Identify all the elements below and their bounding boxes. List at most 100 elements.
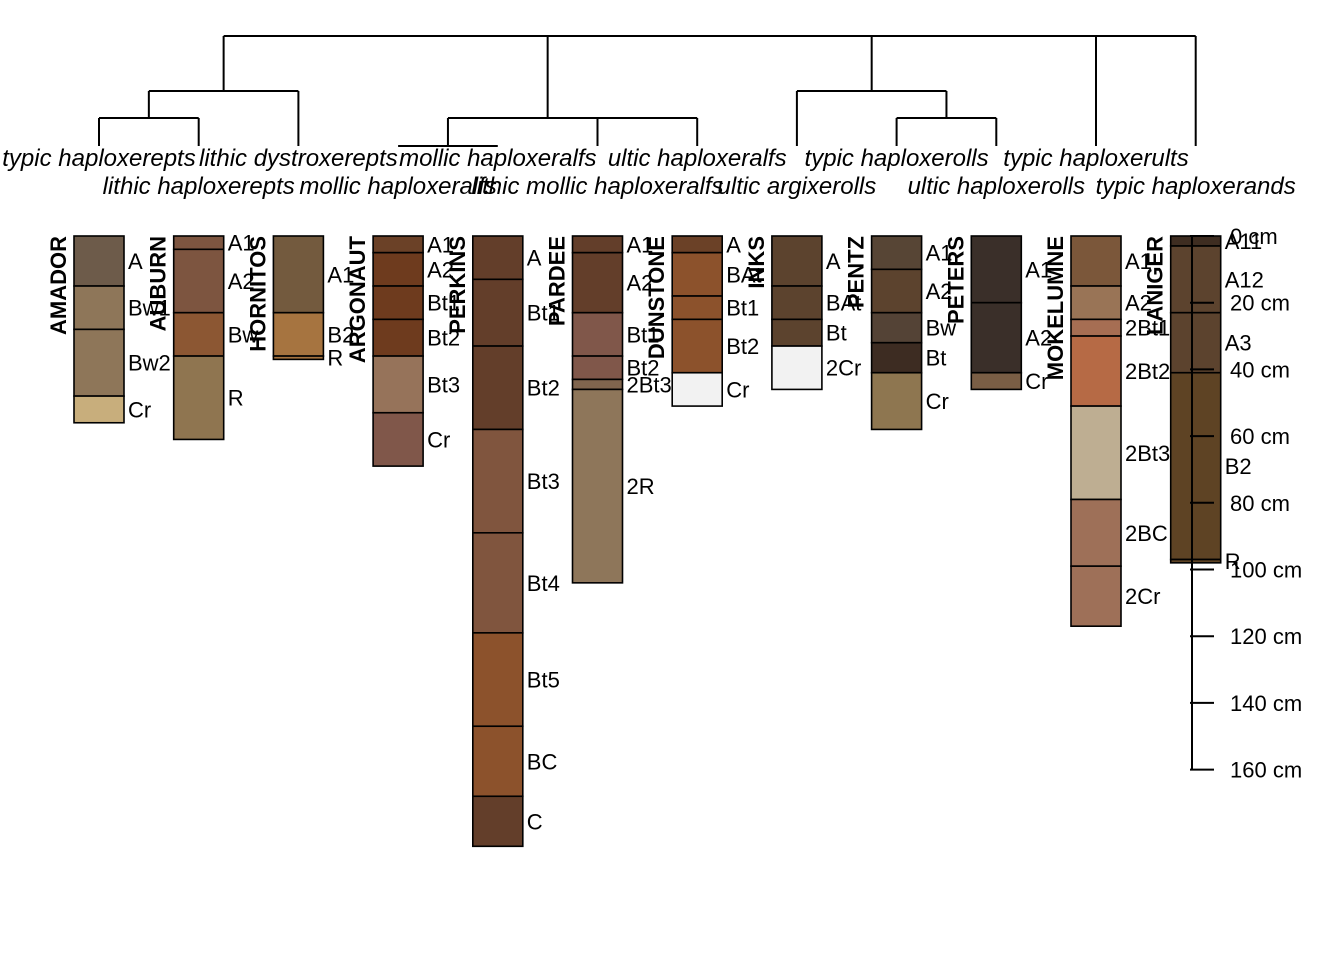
horizon-label: Bt1 bbox=[527, 301, 560, 326]
profile-name: AMADOR bbox=[46, 236, 71, 335]
horizon-block bbox=[1070, 318, 1122, 337]
horizon-label: 2BC bbox=[1125, 521, 1168, 546]
depth-tick-label: 20 cm bbox=[1230, 291, 1290, 316]
horizon-label: A1 bbox=[228, 231, 255, 256]
horizon-label: Cr bbox=[128, 397, 151, 422]
horizon-label: 2Bt3 bbox=[1125, 441, 1170, 466]
horizon-block bbox=[970, 235, 1023, 304]
horizon-block bbox=[870, 311, 923, 344]
horizon-block bbox=[771, 345, 823, 391]
soil-profile: A1 B2R HORNITOS bbox=[245, 235, 354, 371]
horizon-block bbox=[870, 268, 923, 314]
horizon-label: A1 bbox=[926, 241, 953, 266]
horizon-label: Bt bbox=[926, 346, 947, 371]
horizon-block bbox=[73, 285, 125, 331]
horizon-block bbox=[172, 235, 225, 251]
horizon-block bbox=[870, 341, 923, 374]
horizon-block bbox=[73, 235, 125, 287]
horizon-label: Bw2 bbox=[128, 351, 171, 376]
horizon-label: B2 bbox=[1225, 454, 1252, 479]
horizon-block bbox=[671, 235, 724, 254]
horizon-label: Cr bbox=[1025, 369, 1048, 394]
horizon-label: Bw1 bbox=[128, 296, 171, 321]
horizon-block bbox=[771, 285, 823, 321]
horizon-block bbox=[571, 388, 624, 584]
horizon-block bbox=[172, 355, 225, 441]
horizon-label: A bbox=[726, 232, 741, 257]
horizon-label: 2Cr bbox=[826, 356, 861, 381]
taxon-label: typic haploxerepts bbox=[2, 145, 195, 172]
soil-profile: A Bw1 Bw2 Cr AMADOR bbox=[46, 235, 171, 424]
horizon-block bbox=[471, 345, 524, 431]
horizon-label: A1 bbox=[427, 232, 454, 257]
horizon-block bbox=[471, 632, 524, 728]
horizon-label: A2 bbox=[1025, 326, 1052, 351]
profile-name: PARDEE bbox=[545, 236, 570, 326]
horizon-block bbox=[372, 251, 424, 287]
horizon-block bbox=[771, 318, 823, 347]
horizon-block bbox=[1169, 311, 1222, 374]
soil-profile: A BAt Bt 2Cr INKS bbox=[744, 235, 861, 391]
profile-name: PERKINS bbox=[445, 236, 470, 334]
horizon-label: R bbox=[228, 386, 244, 411]
depth-tick-label: 60 cm bbox=[1230, 424, 1290, 449]
horizon-block bbox=[471, 278, 524, 347]
horizon-label: Bt1 bbox=[627, 322, 660, 347]
profile-name: INKS bbox=[744, 236, 769, 289]
horizon-label: Bt2 bbox=[726, 334, 759, 359]
depth-tick-label: 140 cm bbox=[1230, 691, 1302, 716]
horizon-block bbox=[471, 795, 524, 848]
horizon-block bbox=[73, 395, 125, 424]
horizon-block bbox=[571, 251, 624, 314]
horizon-block bbox=[172, 248, 225, 314]
horizon-label: A12 bbox=[1225, 267, 1264, 292]
taxon-label: mollic haploxeralfs bbox=[399, 145, 596, 172]
horizon-block bbox=[571, 378, 624, 391]
horizon-label: A2 bbox=[427, 257, 454, 282]
horizon-block bbox=[172, 311, 225, 357]
horizon-label: R bbox=[327, 346, 343, 371]
taxon-label: ultic haploxeralfs bbox=[608, 145, 787, 172]
depth-tick-label: 120 cm bbox=[1230, 624, 1302, 649]
horizon-block bbox=[372, 235, 424, 254]
horizon-block bbox=[571, 311, 624, 357]
horizon-label: A bbox=[527, 246, 542, 271]
soil-profile: A1 A2 Bw Bt Cr PENTZ bbox=[844, 235, 956, 431]
profile-name: PENTZ bbox=[844, 236, 869, 308]
horizon-block bbox=[571, 235, 624, 254]
horizon-label: 2Bt1 bbox=[1125, 316, 1170, 341]
horizon-block bbox=[1070, 565, 1122, 627]
horizon-label: A2 bbox=[627, 271, 654, 296]
horizon-label: Cr bbox=[427, 427, 450, 452]
horizon-block bbox=[471, 428, 524, 534]
horizon-label: Bt2 bbox=[527, 376, 560, 401]
profile-name: AUBURN bbox=[146, 236, 171, 331]
horizon-block bbox=[970, 371, 1023, 391]
horizon-block bbox=[372, 285, 424, 321]
horizon-block bbox=[1070, 335, 1122, 407]
profile-name: ARGONAUT bbox=[345, 235, 370, 363]
horizon-label: A bbox=[128, 249, 143, 274]
horizon-label: C bbox=[527, 809, 543, 834]
horizon-label: Bt1 bbox=[427, 291, 460, 316]
horizon-block bbox=[372, 411, 424, 467]
horizon-label: B2 bbox=[327, 322, 354, 347]
horizon-block bbox=[771, 235, 823, 287]
horizon-label: BAt bbox=[826, 291, 861, 316]
depth-tick-label: 0 cm bbox=[1230, 224, 1278, 249]
soil-profile: A Bt1 Bt2 Bt3 Bt4 Bt5 BC C PERKINS bbox=[445, 235, 560, 848]
horizon-label: A1 bbox=[627, 232, 654, 257]
profile-name: DUNSTONE bbox=[644, 236, 669, 359]
horizon-label: Bt3 bbox=[427, 372, 460, 397]
taxon-label: lithic haploxerepts bbox=[103, 173, 295, 200]
horizon-block bbox=[671, 318, 724, 374]
depth-tick-label: 40 cm bbox=[1230, 357, 1290, 382]
taxon-label: mollic haploxeralfs bbox=[299, 173, 496, 200]
horizon-block bbox=[1169, 235, 1222, 247]
horizon-block bbox=[1070, 285, 1122, 321]
horizon-label: Cr bbox=[726, 377, 749, 402]
taxon-label: typic haploxerolls bbox=[805, 145, 989, 172]
